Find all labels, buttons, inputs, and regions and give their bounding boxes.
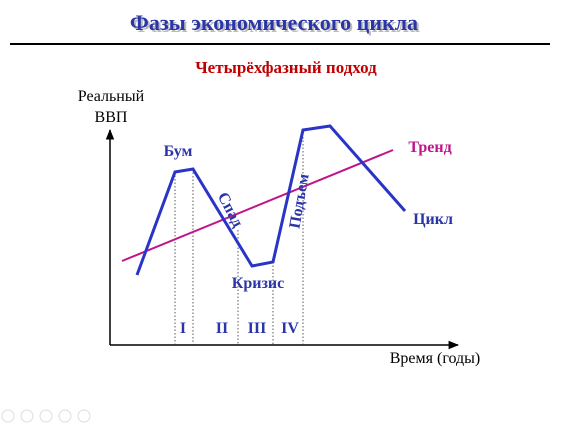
cycle-line: [135, 124, 407, 276]
x-axis-label: Время (годы): [390, 350, 481, 367]
phase-label: IV: [281, 320, 299, 337]
title: Фазы экономического цикла: [130, 10, 418, 35]
phase-label: III: [248, 320, 267, 337]
y-axis-label: Реальный: [78, 88, 145, 105]
boom-label: Бум: [164, 143, 193, 160]
phase-label: I: [180, 320, 186, 337]
trend-label: Тренд: [408, 139, 451, 156]
crisis-label: Кризис: [232, 275, 284, 292]
phase-label: II: [216, 320, 228, 337]
trend-line: [121, 149, 394, 262]
slide-controls: [1, 409, 91, 423]
y-axis-label: ВВП: [95, 109, 128, 126]
title-shadow: Фазы экономического цикла: [132, 12, 420, 37]
subtitle: Четырёхфазный подход: [195, 58, 377, 77]
cycle-label: Цикл: [413, 211, 453, 228]
phase-dividers: [174, 130, 304, 345]
